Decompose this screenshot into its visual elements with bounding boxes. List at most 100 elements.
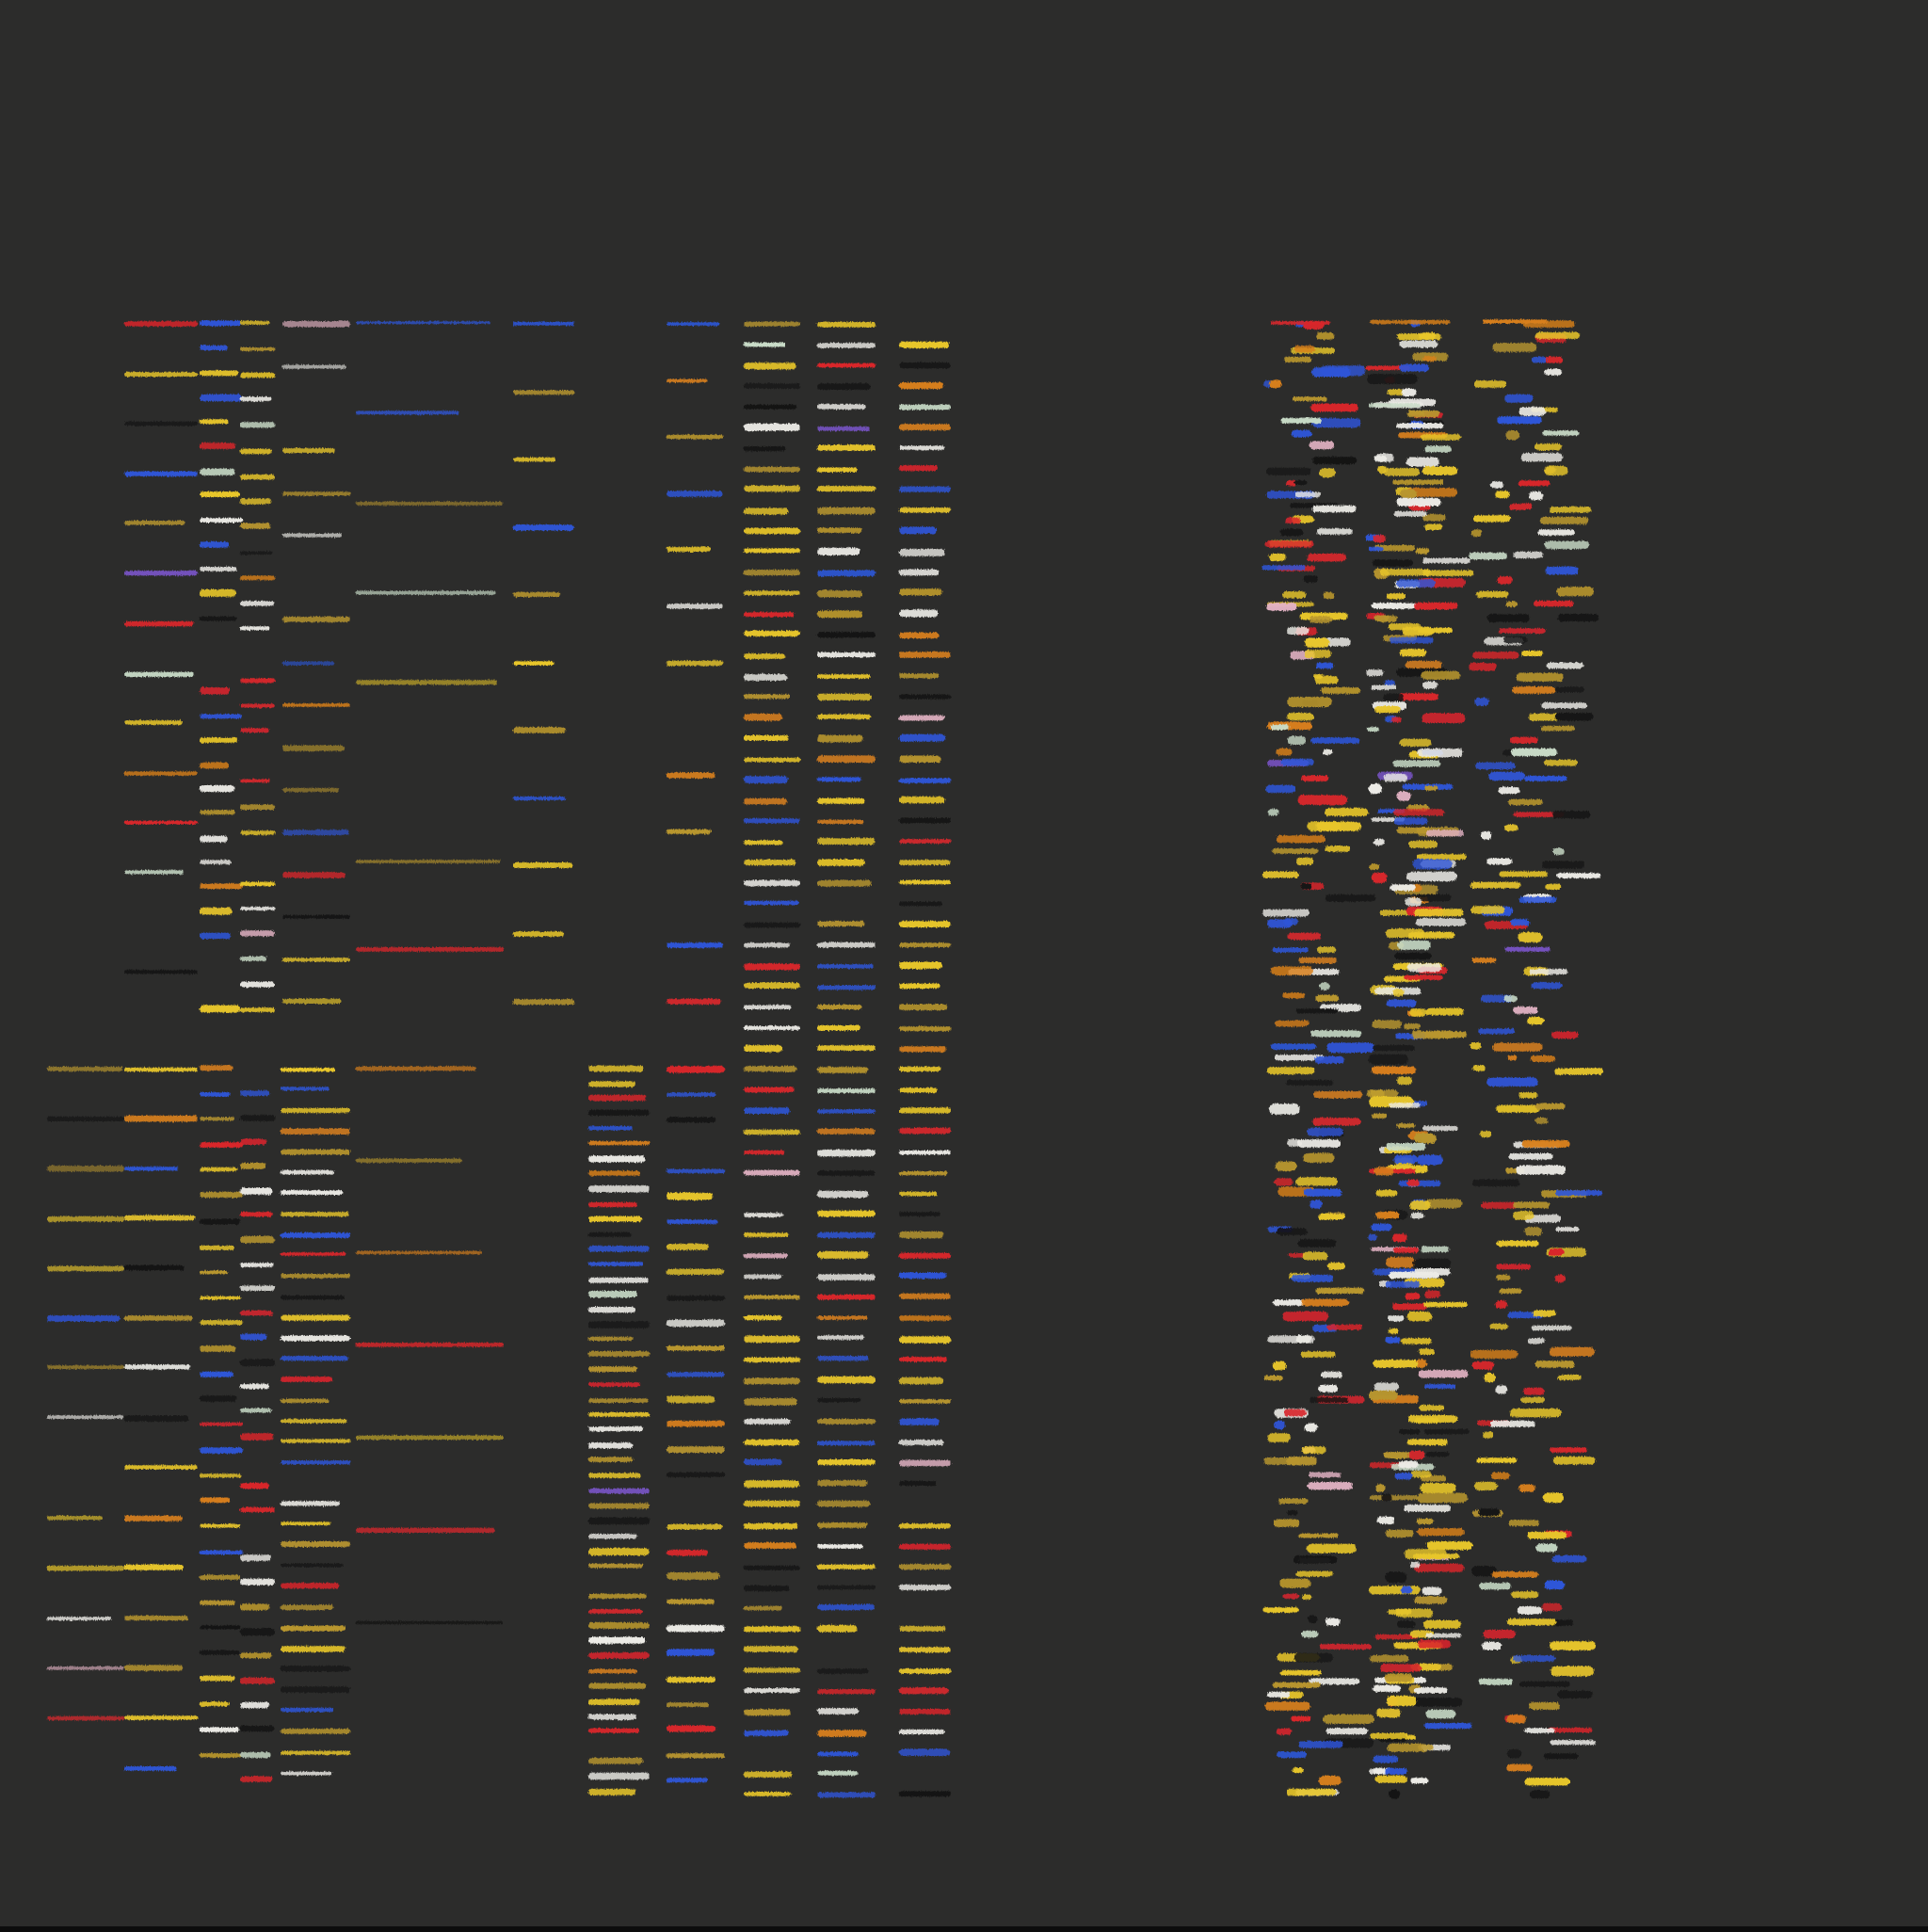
dash-mark-blue [200, 1447, 243, 1454]
dash-mark-blue [1298, 1741, 1343, 1748]
dash-mark-yellow [899, 796, 945, 804]
dash-mark-yellow [1280, 1669, 1322, 1676]
dash-mark-yellow [1306, 1543, 1357, 1554]
dash-mark-orange [1415, 1359, 1427, 1369]
dash-mark-yellow [899, 879, 951, 885]
dash-mark-white [1405, 897, 1422, 907]
dash-mark-black [124, 421, 198, 427]
dash-mark-blue [200, 1092, 231, 1097]
dash-mark-red [588, 1609, 643, 1614]
dash-mark-blue [281, 1356, 348, 1361]
dash-mark-blue [667, 1372, 725, 1377]
dash-mark-yellow [1399, 649, 1427, 657]
dash-mark-yellow [200, 370, 239, 377]
dash-mark-red [1282, 1593, 1299, 1600]
dash-mark-pale-green [1280, 417, 1322, 424]
dash-mark-yellow [1267, 1433, 1291, 1442]
dash-mark-yellow [124, 1465, 198, 1470]
dash-mark-yellow [744, 1315, 783, 1321]
dash-mark-black [817, 1668, 869, 1674]
dash-mark-yellow [1511, 1591, 1539, 1599]
dash-mark-yellow [200, 1296, 241, 1300]
dash-mark-white [1529, 969, 1568, 974]
dash-mark-orange [1298, 957, 1337, 963]
dash-mark-black [744, 922, 800, 928]
dash-mark-yellow [200, 589, 236, 597]
dash-mark-yellow [1499, 871, 1548, 877]
dash-mark-ochre [240, 1652, 272, 1659]
dash-mark-yellow [744, 1129, 800, 1135]
dash-mark-white [1375, 453, 1394, 462]
dash-mark-orange [356, 1250, 482, 1255]
dash-mark-white [667, 604, 723, 609]
dash-mark-yellow [1272, 1361, 1287, 1371]
dash-mark-orange [744, 714, 783, 721]
dash-mark-pale-green [1310, 1030, 1362, 1038]
dash-mark-ochre [1396, 1123, 1416, 1128]
dash-mark-white [1396, 423, 1444, 428]
dash-mark-yellow [200, 419, 229, 425]
dash-mark-yellow [1302, 1251, 1328, 1261]
dash-mark-ochre [240, 1235, 275, 1244]
dash-mark-ochre [1400, 489, 1417, 498]
dash-mark-white [1369, 1768, 1387, 1775]
dash-mark-red [1297, 795, 1347, 805]
dash-mark-blue [1311, 418, 1361, 428]
dash-mark-white [1508, 1153, 1553, 1160]
dash-mark-black [1383, 693, 1405, 702]
dash-mark-black [1303, 575, 1318, 583]
dash-mark-red [1496, 1264, 1532, 1270]
dash-mark-yellow [899, 983, 940, 989]
dash-mark-red [356, 1527, 495, 1533]
dash-mark-yellow [200, 737, 238, 743]
dash-mark-orange [667, 1420, 725, 1427]
dash-mark-red [588, 1094, 647, 1102]
dash-mark-yellow [1296, 857, 1314, 865]
dash-mark-ochre [1421, 670, 1460, 680]
dash-mark-ochre [1387, 1743, 1429, 1752]
dash-mark-yellow [899, 1377, 944, 1385]
dash-mark-yellow [1527, 1531, 1566, 1539]
dash-mark-blue [281, 1087, 329, 1091]
dash-mark-white [1406, 871, 1457, 881]
dash-mark-blue [1531, 982, 1563, 990]
dash-mark-white [817, 652, 876, 657]
dash-mark-yellow [817, 1376, 876, 1384]
dash-mark-red [240, 703, 275, 708]
dash-mark-yellow [124, 1215, 195, 1221]
dash-mark-pale-green [1511, 748, 1558, 757]
dash-mark-ochre [1424, 785, 1438, 791]
dash-mark-yellow [1554, 1068, 1603, 1075]
dash-mark-ochre [281, 1274, 350, 1279]
dash-mark-ochre [744, 466, 800, 473]
dash-mark-blue [1551, 1555, 1587, 1563]
dash-mark-red [240, 728, 270, 733]
dash-mark-white [899, 549, 945, 556]
dash-mark-blue [817, 1604, 875, 1611]
dash-mark-blue [1386, 999, 1417, 1007]
dash-mark-black [899, 901, 942, 907]
dash-mark-white [1389, 1103, 1421, 1108]
dash-mark-pale-green [1397, 940, 1431, 950]
dash-mark-white [817, 1335, 864, 1340]
dash-mark-blue [200, 394, 242, 402]
dash-mark-white [899, 1585, 951, 1590]
dash-mark-blue [1401, 1586, 1413, 1594]
dash-mark-yellow [1521, 651, 1544, 656]
dash-mark-yellow [1375, 1189, 1398, 1197]
dash-mark-blue [1272, 947, 1309, 953]
dash-mark-ochre [282, 491, 350, 496]
dash-mark-ochre [817, 1500, 870, 1507]
dash-mark-yellow [1552, 1457, 1596, 1465]
dash-mark-blue [282, 661, 334, 666]
dash-mark-blue [1385, 1336, 1401, 1344]
dash-mark-pink [744, 1253, 788, 1259]
dash-mark-red [1472, 652, 1519, 659]
dash-mark-black [1554, 713, 1594, 721]
dash-mark-blue [667, 1649, 715, 1656]
dash-mark-pale-green [1479, 1583, 1512, 1590]
dash-mark-yellow [1384, 468, 1420, 476]
dash-mark-black [200, 1650, 240, 1655]
dash-mark-black [1294, 480, 1307, 485]
